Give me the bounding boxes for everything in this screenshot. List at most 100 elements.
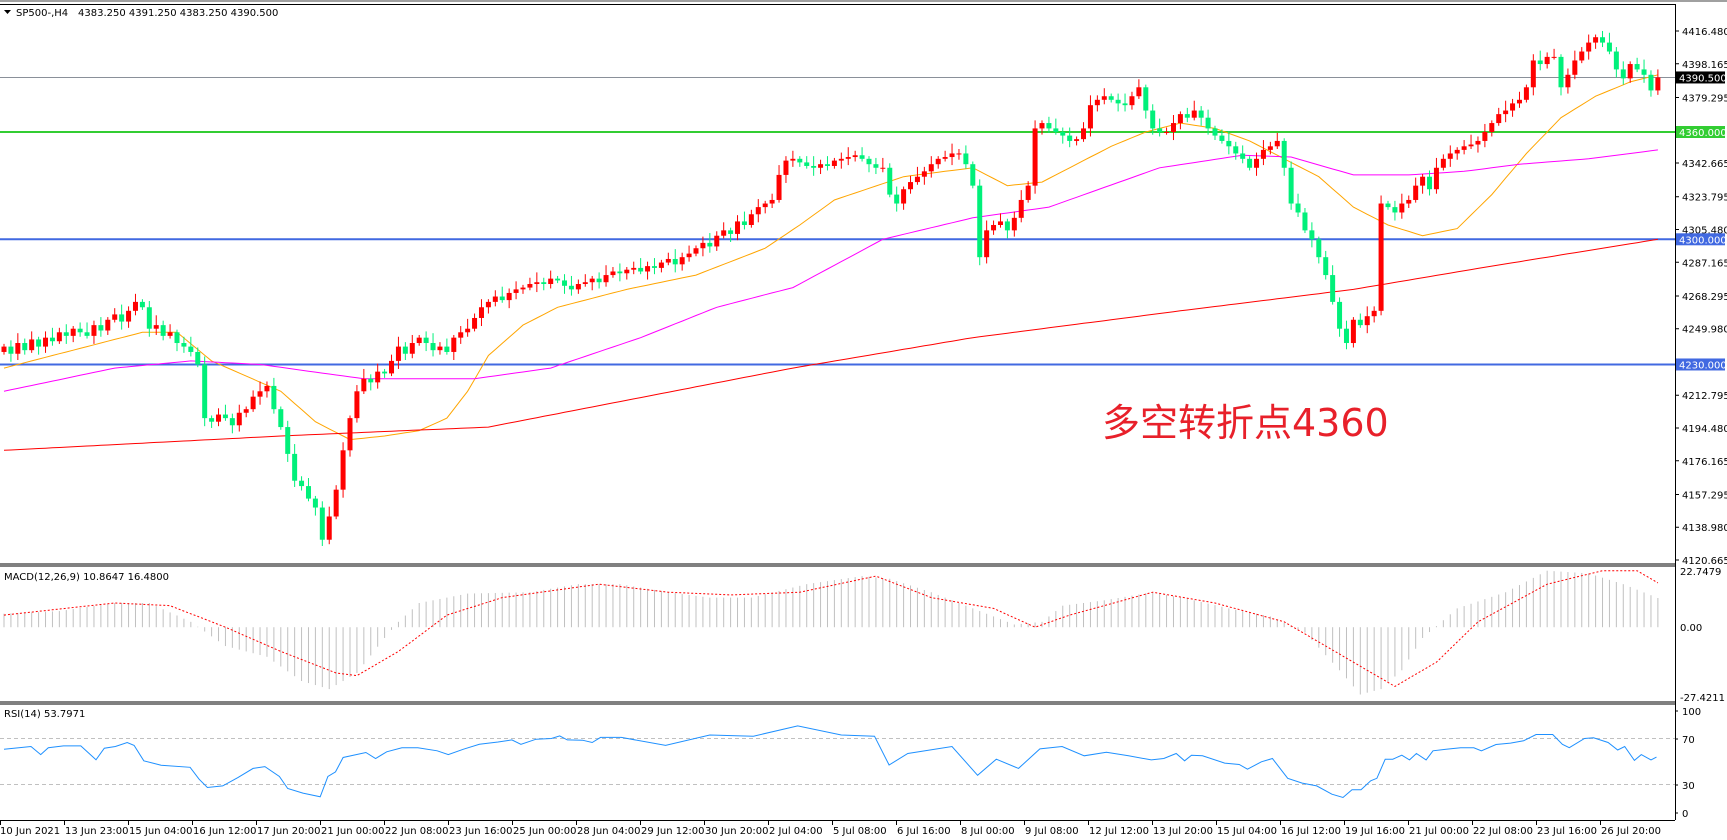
candle	[1170, 115, 1176, 141]
price-axis-label: 4268.295	[1682, 292, 1727, 303]
candle-body	[1364, 316, 1370, 326]
candle	[299, 476, 305, 491]
candle-body	[229, 418, 235, 426]
candle-body	[1164, 132, 1170, 134]
candle	[527, 277, 533, 291]
candle-body	[1357, 319, 1363, 326]
candle	[1510, 98, 1516, 117]
candle	[1101, 88, 1107, 105]
candle	[1579, 47, 1585, 64]
level-price-tag: 4360.000	[1679, 128, 1727, 139]
candle-body	[1392, 207, 1398, 213]
candle-body	[776, 174, 782, 200]
candle-body	[1087, 105, 1093, 129]
candle-body	[970, 164, 976, 186]
candle	[1177, 111, 1183, 130]
candle	[285, 420, 291, 462]
candle	[1371, 306, 1377, 323]
candle	[1122, 93, 1128, 112]
time-axis-label: 23 Jul 16:00	[1537, 826, 1597, 837]
candle	[146, 300, 152, 337]
candle	[1641, 59, 1647, 83]
candle	[873, 157, 879, 175]
candle	[222, 404, 228, 421]
candle-body	[1378, 203, 1384, 311]
candle-body	[430, 343, 436, 351]
candle	[416, 334, 422, 346]
candle-body	[1489, 123, 1495, 133]
price-axis-label: 4176.165	[1682, 457, 1727, 468]
candle	[921, 166, 927, 185]
candle-body	[389, 360, 395, 374]
candle	[1544, 52, 1550, 69]
candle	[1074, 136, 1080, 146]
candle	[1247, 156, 1253, 171]
candle-body	[984, 230, 990, 258]
candle-body	[949, 153, 955, 158]
candle	[1427, 170, 1433, 196]
candle	[15, 333, 21, 361]
candle	[596, 272, 602, 289]
triangle-down-icon[interactable]	[4, 10, 11, 14]
candle	[1530, 54, 1536, 96]
candle-body	[1004, 221, 1010, 231]
candle	[8, 340, 14, 362]
candle-body	[1461, 146, 1467, 150]
price-axis-label: 4157.295	[1682, 490, 1727, 501]
candle	[395, 336, 401, 369]
candle-body	[1433, 167, 1439, 190]
candle-body	[1219, 135, 1225, 141]
candle-body	[811, 165, 817, 168]
candle-body	[126, 310, 132, 322]
candle	[1440, 154, 1446, 171]
candle-body	[728, 230, 734, 234]
candle-body	[43, 337, 49, 347]
candle-body	[1254, 158, 1260, 168]
candle	[1399, 193, 1405, 219]
candle-body	[492, 296, 498, 302]
candle-body	[894, 194, 900, 204]
candle-body	[1510, 103, 1516, 111]
candle-body	[977, 185, 983, 258]
candle-body	[36, 339, 42, 347]
candle-body	[568, 285, 574, 290]
candle	[831, 157, 837, 169]
candle	[984, 220, 990, 264]
candle-body	[589, 278, 595, 283]
candle-body	[1074, 139, 1080, 141]
candle-body	[1406, 199, 1412, 204]
candle-body	[686, 253, 692, 258]
candle-body	[1641, 69, 1647, 75]
candle	[506, 288, 512, 309]
candle	[437, 342, 443, 355]
level-price-tag: 4230.000	[1679, 360, 1727, 371]
candle-body	[617, 271, 623, 274]
candle-body	[1620, 69, 1626, 79]
candle	[880, 157, 886, 173]
candle-body	[382, 371, 388, 374]
candle-body	[1205, 117, 1211, 129]
candle-body	[1350, 319, 1356, 344]
candle-body	[956, 153, 962, 155]
candle	[1053, 118, 1059, 135]
candle-body	[1198, 110, 1204, 118]
candle-body	[1648, 74, 1654, 91]
macd-axis-label: 22.7479	[1680, 567, 1721, 578]
macd-pane[interactable]	[0, 563, 1675, 695]
price-axis-label: 4379.295	[1682, 93, 1727, 104]
candle-body	[1129, 96, 1135, 106]
candle	[22, 338, 28, 355]
candle-body	[22, 343, 28, 351]
price-pane[interactable]	[0, 30, 1675, 546]
candle	[1004, 218, 1010, 239]
candle-body	[1593, 37, 1599, 43]
candle-body	[1032, 128, 1038, 186]
rsi-line	[3, 725, 1657, 799]
candle	[866, 156, 872, 173]
candle-body	[402, 346, 408, 354]
candle-body	[880, 167, 886, 169]
candle-body	[271, 385, 277, 410]
rsi-pane[interactable]	[0, 701, 1675, 799]
